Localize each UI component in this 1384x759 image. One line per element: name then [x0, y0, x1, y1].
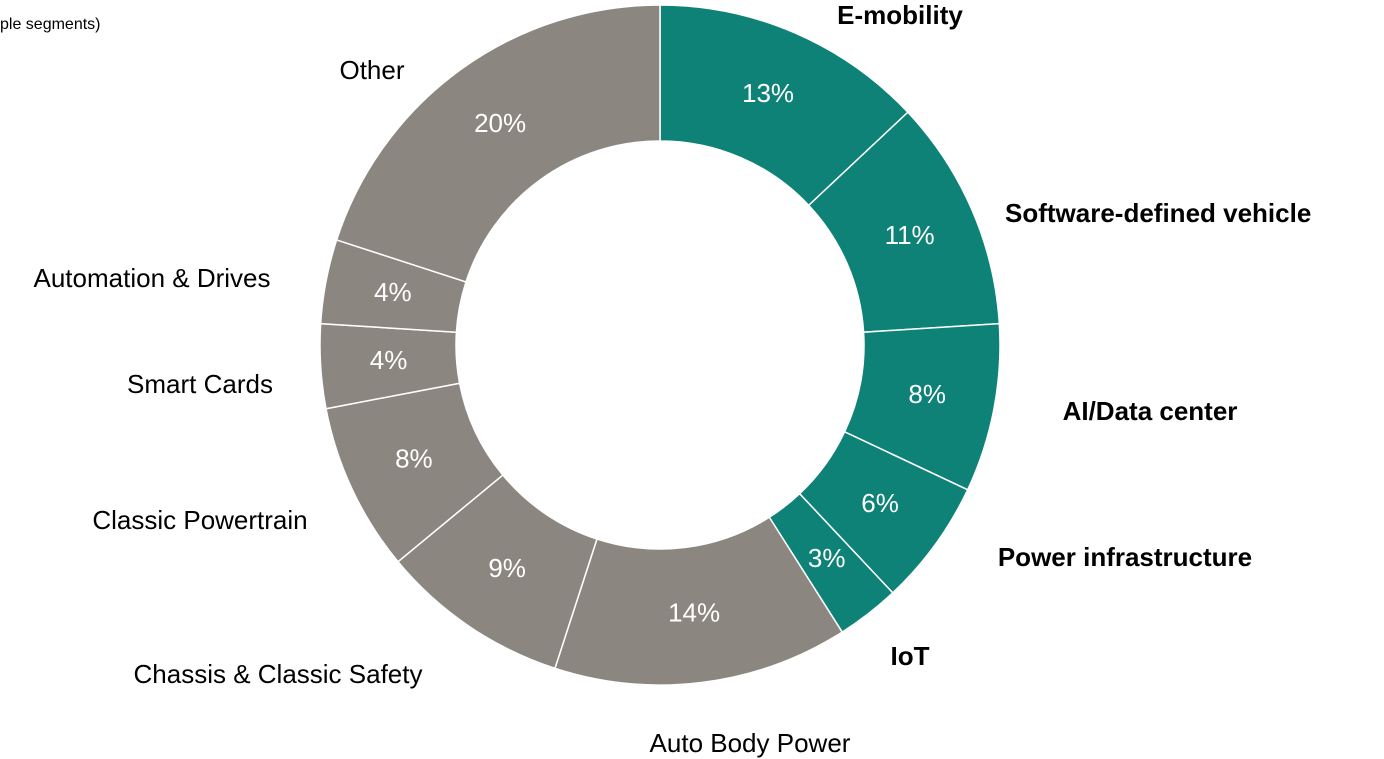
value-label: 8% [395, 444, 433, 474]
value-label: 9% [488, 553, 526, 583]
category-label: Smart Cards [127, 369, 273, 399]
value-label: 20% [474, 108, 526, 138]
donut-segment [659, 4, 909, 207]
category-label: AI/Data center [1063, 396, 1238, 426]
chart-subtitle: ple segments) [0, 16, 101, 33]
category-label: E-mobility [837, 0, 963, 30]
value-label: 8% [908, 379, 946, 409]
value-label: 4% [370, 345, 408, 375]
value-label: 3% [808, 543, 846, 573]
value-label: 14% [668, 598, 720, 628]
category-label: Software-defined vehicle [1005, 198, 1311, 228]
category-label: Power infrastructure [998, 542, 1252, 572]
category-label: Other [339, 55, 404, 85]
category-label: Classic Powertrain [92, 505, 307, 535]
value-label: 6% [861, 488, 899, 518]
category-label: IoT [891, 641, 930, 671]
category-label: Chassis & Classic Safety [134, 659, 423, 689]
donut-segment [335, 4, 661, 283]
value-label: 13% [742, 78, 794, 108]
category-label: Auto Body Power [650, 728, 851, 758]
value-label: 11% [885, 220, 935, 250]
value-label: 4% [374, 277, 412, 307]
category-label: Automation & Drives [34, 263, 271, 293]
